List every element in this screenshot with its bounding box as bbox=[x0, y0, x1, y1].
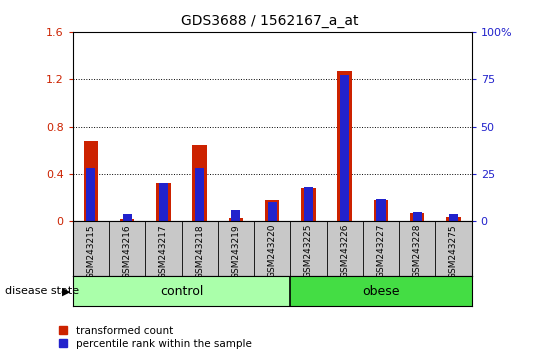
Bar bbox=[449, 214, 458, 221]
Text: ▶: ▶ bbox=[62, 286, 71, 296]
Bar bbox=[301, 188, 316, 221]
Bar bbox=[229, 218, 243, 221]
Bar bbox=[231, 210, 240, 221]
Text: GSM243226: GSM243226 bbox=[340, 224, 349, 279]
Bar bbox=[73, 276, 291, 306]
Text: GSM243217: GSM243217 bbox=[159, 224, 168, 279]
Bar bbox=[159, 183, 168, 221]
Bar bbox=[123, 214, 132, 221]
Bar bbox=[410, 213, 425, 221]
Bar bbox=[374, 200, 388, 221]
Bar bbox=[337, 71, 352, 221]
Text: GSM243216: GSM243216 bbox=[123, 224, 132, 279]
Text: GSM243227: GSM243227 bbox=[376, 224, 385, 279]
Bar bbox=[376, 199, 385, 221]
Text: GSM243220: GSM243220 bbox=[268, 224, 277, 279]
Text: GSM243228: GSM243228 bbox=[413, 224, 421, 279]
Bar bbox=[195, 168, 204, 221]
Text: GSM243225: GSM243225 bbox=[304, 224, 313, 279]
Bar bbox=[446, 217, 461, 221]
Bar bbox=[265, 200, 279, 221]
Bar bbox=[268, 202, 277, 221]
Text: GSM243218: GSM243218 bbox=[195, 224, 204, 279]
Text: GDS3688 / 1562167_a_at: GDS3688 / 1562167_a_at bbox=[181, 14, 358, 28]
Text: obese: obese bbox=[362, 285, 400, 298]
Text: GSM243215: GSM243215 bbox=[86, 224, 95, 279]
Bar bbox=[86, 168, 95, 221]
Text: GSM243219: GSM243219 bbox=[231, 224, 240, 279]
Text: control: control bbox=[160, 285, 203, 298]
Bar bbox=[304, 187, 313, 221]
Bar bbox=[156, 183, 171, 221]
Bar bbox=[291, 276, 472, 306]
Bar bbox=[84, 141, 98, 221]
Text: disease state: disease state bbox=[5, 286, 80, 296]
Bar bbox=[340, 75, 349, 221]
Text: GSM243275: GSM243275 bbox=[449, 224, 458, 279]
Bar bbox=[413, 212, 422, 221]
Bar bbox=[120, 219, 134, 221]
Legend: transformed count, percentile rank within the sample: transformed count, percentile rank withi… bbox=[59, 326, 252, 349]
Bar bbox=[192, 145, 207, 221]
